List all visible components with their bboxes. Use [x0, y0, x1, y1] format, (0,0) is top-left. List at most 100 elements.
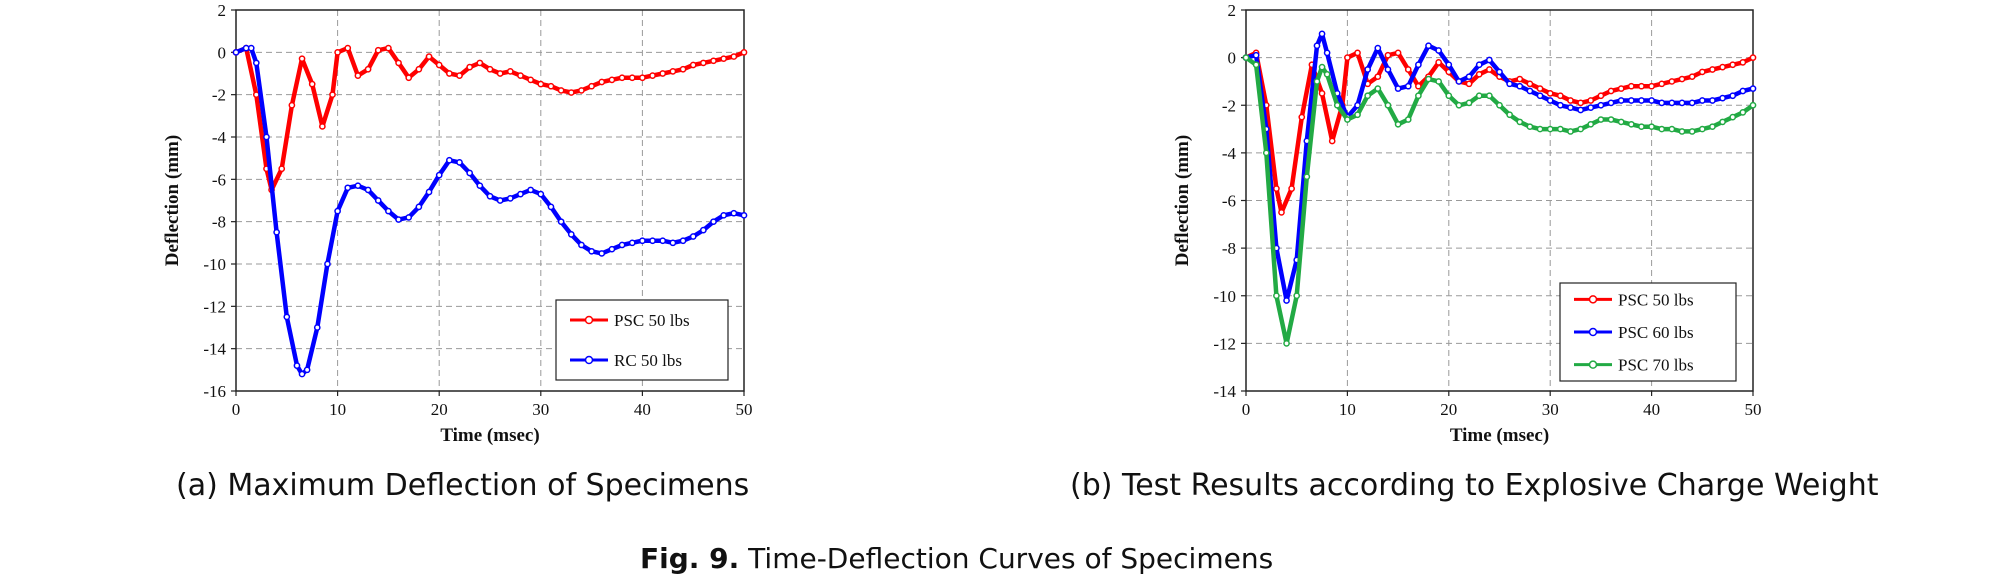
data-point — [1668, 125, 1676, 133]
data-point — [1627, 97, 1635, 104]
data-point — [537, 190, 545, 198]
data-point — [1364, 66, 1372, 73]
data-point — [1374, 44, 1382, 52]
plot-frame — [235, 9, 745, 392]
data-point — [405, 74, 413, 82]
x-tick-label: 10 — [329, 400, 346, 419]
series-line-psc-70-lbs — [1243, 55, 1756, 346]
legend-marker — [1588, 327, 1598, 337]
x-tick-label: 10 — [1339, 400, 1356, 419]
data-point — [1293, 292, 1301, 300]
data-point — [1526, 87, 1534, 95]
data-point — [1678, 99, 1686, 107]
data-point — [639, 74, 646, 82]
legend-box — [555, 299, 729, 381]
data-point — [1415, 92, 1422, 100]
data-point — [649, 72, 656, 79]
data-point — [1415, 61, 1422, 69]
data-point — [446, 156, 453, 164]
x-tick-label: 40 — [1643, 400, 1660, 419]
data-point — [385, 44, 392, 52]
y-tick-label: -10 — [203, 255, 226, 274]
series-line-psc-50-lbs — [1243, 50, 1756, 215]
data-point — [1313, 78, 1321, 85]
data-point — [1668, 78, 1676, 85]
x-axis-label: Time (msec) — [1450, 425, 1549, 446]
data-point — [1455, 101, 1463, 109]
data-point — [1242, 54, 1250, 61]
y-axis-label: Deflection (mm) — [162, 135, 183, 266]
data-point — [1298, 113, 1306, 121]
data-point — [740, 211, 748, 219]
data-point — [405, 214, 413, 221]
y-tick-label: -14 — [203, 340, 226, 359]
data-point — [1425, 42, 1432, 50]
data-point — [232, 48, 240, 56]
data-point — [293, 362, 301, 369]
data-point — [1607, 116, 1615, 123]
data-point — [1318, 63, 1326, 71]
data-point — [700, 59, 707, 67]
data-point — [1506, 111, 1513, 119]
data-point — [659, 70, 667, 77]
data-point — [567, 231, 575, 238]
data-point — [1729, 92, 1737, 100]
data-point — [374, 46, 382, 54]
y-tick-label: -10 — [1213, 287, 1236, 306]
y-axis-label: Deflection (mm) — [1172, 135, 1193, 266]
data-point — [273, 228, 280, 236]
data-point — [1638, 97, 1645, 104]
data-point — [1435, 47, 1443, 54]
series-line-psc-60-lbs — [1243, 31, 1756, 303]
data-point — [1394, 120, 1402, 128]
legend-marker — [1588, 360, 1598, 369]
data-point — [1404, 82, 1412, 90]
data-point — [1536, 85, 1544, 92]
series-line-psc-50-lbs — [233, 45, 747, 193]
data-point — [496, 197, 504, 204]
data-point — [288, 101, 296, 109]
legend-label: PSC 60 lbs — [1618, 323, 1694, 342]
data-point — [476, 59, 484, 67]
data-point — [252, 59, 260, 67]
data-point — [1719, 94, 1726, 102]
data-point — [1252, 61, 1260, 69]
data-point — [1729, 61, 1737, 69]
data-point — [344, 44, 352, 52]
data-point — [1597, 116, 1605, 123]
x-tick-label: 40 — [634, 400, 651, 419]
data-point — [1658, 99, 1666, 107]
data-point — [1496, 101, 1503, 109]
data-point — [1546, 89, 1554, 97]
data-point — [1496, 68, 1503, 76]
data-point — [1273, 292, 1280, 300]
data-point — [1415, 82, 1422, 90]
x-tick-label: 0 — [1242, 400, 1251, 419]
data-point — [308, 80, 316, 88]
data-point — [283, 313, 291, 321]
data-point — [1384, 101, 1392, 109]
data-point — [1318, 30, 1326, 38]
data-point — [334, 48, 341, 56]
data-point — [1638, 82, 1645, 90]
data-point — [334, 207, 341, 215]
data-point — [1627, 82, 1635, 90]
y-tick-label: -16 — [203, 382, 226, 401]
data-point — [537, 80, 545, 88]
data-point — [1374, 85, 1382, 92]
y-tick-label: -2 — [212, 86, 226, 105]
legend-marker — [1588, 295, 1598, 304]
figure-title: Time-Deflection Curves of Specimens — [739, 542, 1274, 575]
data-point — [395, 216, 402, 223]
data-point — [506, 195, 514, 202]
data-point — [303, 366, 311, 374]
data-point — [456, 72, 463, 79]
x-tick-label: 20 — [1440, 400, 1457, 419]
data-point — [1384, 51, 1392, 59]
caption-b: (b) Test Results according to Explosive … — [1070, 468, 1879, 503]
data-point — [547, 203, 555, 211]
data-point — [578, 87, 585, 94]
data-point — [1556, 92, 1564, 100]
data-point — [730, 209, 738, 217]
